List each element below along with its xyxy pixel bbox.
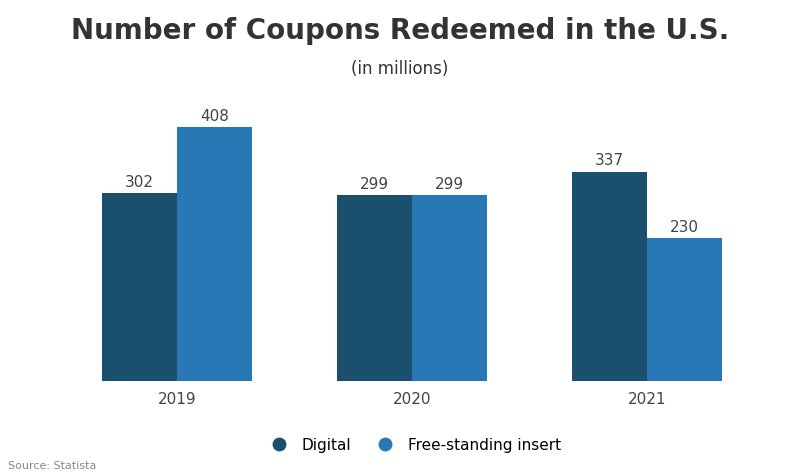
Bar: [337, 195, 412, 381]
Bar: [572, 171, 647, 381]
Text: 408: 408: [200, 109, 229, 124]
Text: 299: 299: [360, 177, 389, 192]
Text: (in millions): (in millions): [351, 60, 449, 78]
Text: 302: 302: [125, 175, 154, 190]
Text: 299: 299: [435, 177, 464, 192]
Bar: [647, 238, 722, 381]
Bar: [177, 128, 252, 381]
Text: Number of Coupons Redeemed in the U.S.: Number of Coupons Redeemed in the U.S.: [71, 17, 729, 45]
Text: 230: 230: [670, 220, 699, 235]
Text: Source: Statista: Source: Statista: [8, 461, 96, 471]
Text: 337: 337: [594, 153, 624, 169]
Legend: Digital, Free-standing insert: Digital, Free-standing insert: [257, 432, 567, 459]
Bar: [412, 195, 487, 381]
Bar: [102, 193, 177, 381]
